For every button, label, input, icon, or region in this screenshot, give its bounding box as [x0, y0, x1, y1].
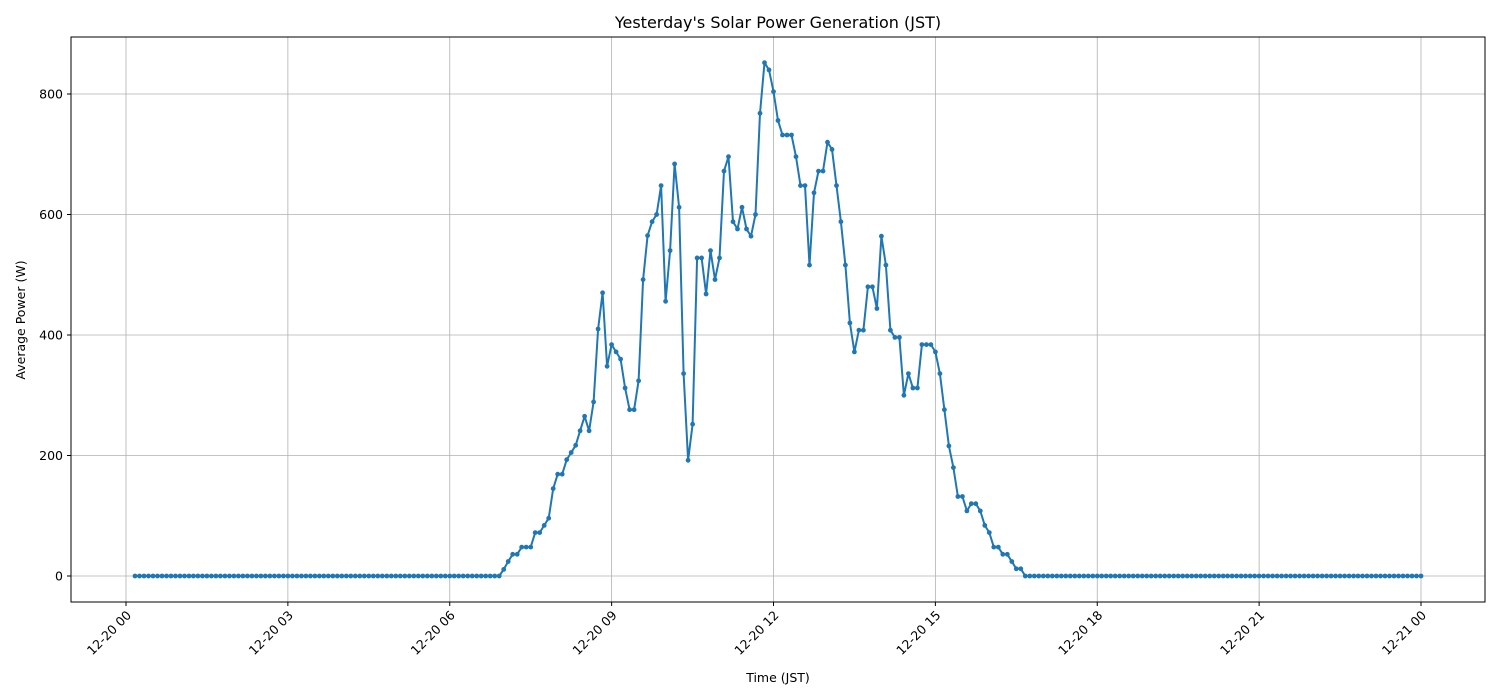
y-axis-ticks: 0 200 400 600 800 [39, 87, 71, 584]
x-tick-label: 12-21 00 [1379, 607, 1429, 657]
y-tick-label: 0 [55, 569, 63, 584]
chart-title: Yesterday's Solar Power Generation (JST) [614, 13, 941, 32]
x-tick-label: 12-20 15 [893, 608, 943, 658]
x-axis-label: Time (JST) [745, 670, 810, 685]
x-tick-label: 12-20 18 [1055, 607, 1105, 657]
plot-area-frame [70, 36, 1486, 603]
power-series-line [135, 61, 1421, 577]
y-tick-label: 800 [39, 87, 63, 102]
power-series-markers [132, 60, 1424, 579]
y-tick-label: 200 [39, 448, 63, 463]
x-tick-label: 12-20 00 [84, 607, 134, 657]
x-tick-label: 12-20 06 [408, 607, 458, 657]
y-tick-label: 600 [39, 207, 63, 222]
y-tick-label: 400 [39, 328, 63, 343]
x-tick-label: 12-20 21 [1217, 608, 1267, 658]
y-axis-label: Average Power (W) [13, 260, 28, 379]
x-axis-ticks: 12-20 00 12-20 03 12-20 06 12-20 09 12-20 12… [84, 602, 1429, 658]
x-tick-label: 12-20 09 [569, 607, 619, 657]
x-tick-label: 12-20 03 [246, 608, 296, 658]
x-tick-label: 12-20 12 [731, 608, 781, 658]
grid-lines [71, 37, 1485, 602]
